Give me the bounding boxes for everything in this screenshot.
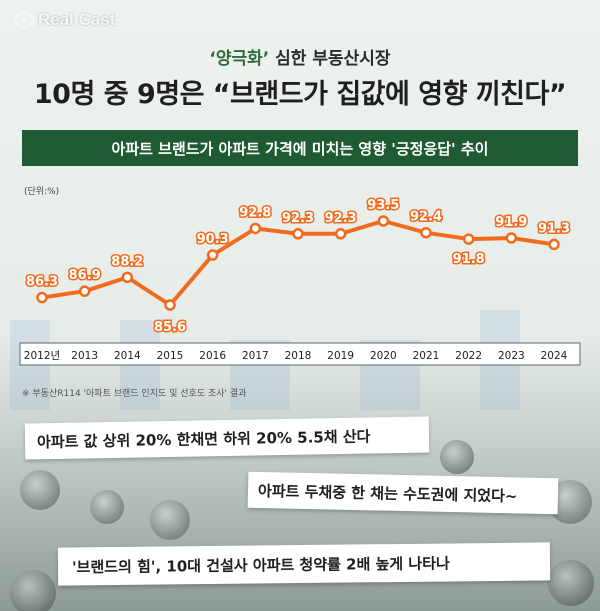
headline-card-1[interactable]: 아파트 값 상위 20% 한채면 하위 20% 5.5채 산다: [24, 416, 430, 460]
data-label: 92.4: [410, 210, 442, 225]
x-tick-label: 2020: [370, 350, 397, 362]
subtitle: ‘양극화’ 심한 부동산시장: [0, 44, 600, 69]
data-point: [121, 271, 134, 284]
data-label: 91.3: [538, 221, 570, 236]
headline-card-2[interactable]: 아파트 두채중 한 채는 수도권에 지었다~: [247, 471, 559, 515]
data-label: 86.3: [26, 275, 58, 290]
data-point: [78, 285, 91, 297]
data-point: [420, 226, 432, 239]
x-tick-label: 2024: [541, 350, 568, 362]
headline: 10명 중 9명은 “브랜드가 집값에 영향 끼친다”: [33, 79, 567, 110]
x-tick-label: 2013: [71, 350, 98, 362]
x-tick-label: 2022: [455, 350, 482, 362]
data-point: [164, 299, 176, 311]
headline-card-3[interactable]: '브랜드의 힘', 10대 건설사 아파트 청약률 2배 높게 나타나: [57, 542, 551, 586]
subtitle-rest: 심한 부동산시장: [269, 49, 391, 69]
data-point: [505, 232, 518, 244]
data-point: [377, 215, 390, 227]
data-label: 92.8: [239, 205, 271, 220]
data-point: [206, 249, 219, 261]
x-tick-label: 2023: [498, 350, 525, 362]
x-tick-label: 2021: [413, 350, 440, 362]
data-label: 92.3: [282, 211, 314, 226]
x-tick-label: 2019: [327, 350, 354, 362]
broadcast-icon: [14, 10, 34, 30]
data-label: 91.8: [453, 252, 485, 267]
data-point: [548, 238, 560, 251]
x-tick-label: 2014: [114, 350, 141, 362]
data-label: 85.6: [154, 320, 186, 335]
brand-logo: Real Cast: [14, 10, 115, 30]
data-label: 92.3: [325, 211, 357, 226]
data-point: [292, 228, 304, 240]
data-point: [462, 233, 475, 245]
data-point: [249, 222, 262, 235]
x-axis-band: [19, 342, 581, 366]
subtitle-highlight: ‘양극화’: [209, 49, 270, 69]
x-tick-label: 2012년: [24, 350, 60, 362]
data-label: 88.2: [111, 254, 143, 269]
x-tick-label: 2016: [199, 350, 226, 362]
data-point: [334, 228, 347, 240]
data-label: 91.9: [495, 215, 527, 230]
brand-name: Real Cast: [38, 10, 116, 29]
data-point: [36, 291, 48, 304]
chart-title-banner: 아파트 브랜드가 아파트 가격에 미치는 영향 '긍정응답' 추이: [22, 130, 578, 166]
unit-label: (단위:%): [24, 187, 60, 197]
data-label: 93.5: [367, 198, 399, 213]
source-note: ※ 부동산R114 '아파트 브랜드 인지도 및 선호도 조사' 결과: [22, 389, 247, 399]
x-tick-label: 2018: [285, 350, 312, 362]
x-tick-label: 2015: [157, 350, 184, 362]
data-label: 90.3: [197, 232, 229, 247]
data-label: 86.9: [69, 268, 101, 283]
x-tick-label: 2017: [242, 350, 269, 362]
